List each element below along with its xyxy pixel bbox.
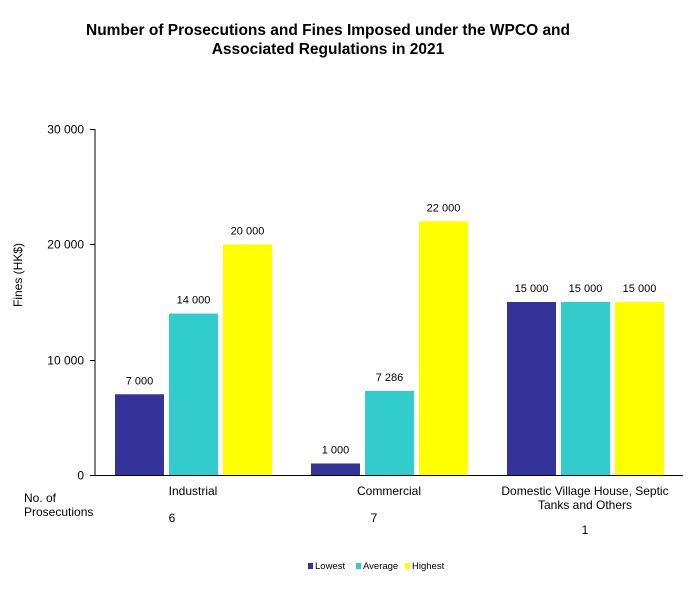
chart-title-line-1: Number of Prosecutions and Fines Imposed… (86, 22, 570, 39)
legend-label-highest: Highest (412, 561, 445, 572)
y-tick-label-2: 20 000 (47, 238, 84, 252)
data-label-lowest-1: 7 000 (126, 375, 154, 387)
bar-highest-2 (419, 221, 468, 475)
y-axis-title: Fines (HK$) (11, 243, 25, 307)
prosecutions-label-line-2: Prosecutions (24, 505, 94, 519)
bar-lowest-1 (115, 394, 164, 475)
prosecutions-count-3: 1 (582, 523, 589, 537)
data-label-lowest-3: 15 000 (515, 283, 549, 295)
y-tick-label-1: 10 000 (47, 354, 84, 368)
legend: Lowest Average Highest (308, 561, 445, 572)
legend-label-average: Average (363, 561, 398, 572)
prosecutions-count-1: 6 (169, 511, 176, 525)
legend-swatch-average (356, 563, 361, 569)
data-label-average-3: 15 000 (569, 283, 603, 295)
legend-label-lowest: Lowest (315, 561, 345, 572)
data-label-highest-2: 22 000 (427, 202, 461, 214)
data-label-average-2: 7 286 (376, 372, 404, 384)
data-label-highest-3: 15 000 (623, 283, 657, 295)
category-labels-group: Industrial Commercial Domestic Village Hou… (169, 484, 669, 537)
prosecutions-count-2: 7 (371, 511, 378, 525)
bar-highest-3 (615, 302, 664, 475)
category-label-2-line-1: Commercial (357, 484, 421, 498)
data-label-average-1: 14 000 (177, 295, 211, 307)
bar-lowest-3 (507, 302, 556, 475)
bar-average-1 (169, 313, 218, 475)
bar-highest-1 (223, 244, 272, 475)
bars-group (115, 221, 664, 475)
chart-title-line-2: Associated Regulations in 2021 (211, 41, 445, 58)
chart-title: Number of Prosecutions and Fines Imposed… (0, 21, 656, 59)
data-label-lowest-2: 1 000 (322, 444, 350, 456)
bar-average-2 (365, 390, 414, 475)
category-label-1-line-1: Industrial (169, 484, 218, 498)
legend-swatch-lowest (308, 563, 313, 569)
legend-swatch-highest (405, 563, 410, 569)
bar-average-3 (561, 302, 610, 475)
data-labels-group: 7 000 14 000 20 000 1 000 7 286 22 000 15 000 1… (126, 202, 657, 456)
y-tick-label-3: 30 000 (47, 123, 84, 137)
axes-group: 0 10 000 20 000 30 000 Fines (HK$) (11, 123, 683, 483)
data-label-highest-1: 20 000 (231, 225, 265, 237)
category-label-3-line-1: Domestic Village House, Septic (501, 484, 668, 498)
prosecutions-row-label: No. of Prosecutions (24, 491, 93, 519)
prosecutions-label-line-1: No. of (24, 491, 57, 505)
bar-lowest-2 (311, 463, 360, 475)
category-label-3-line-2: Tanks and Others (538, 498, 632, 512)
y-tick-label-0: 0 (77, 469, 84, 483)
